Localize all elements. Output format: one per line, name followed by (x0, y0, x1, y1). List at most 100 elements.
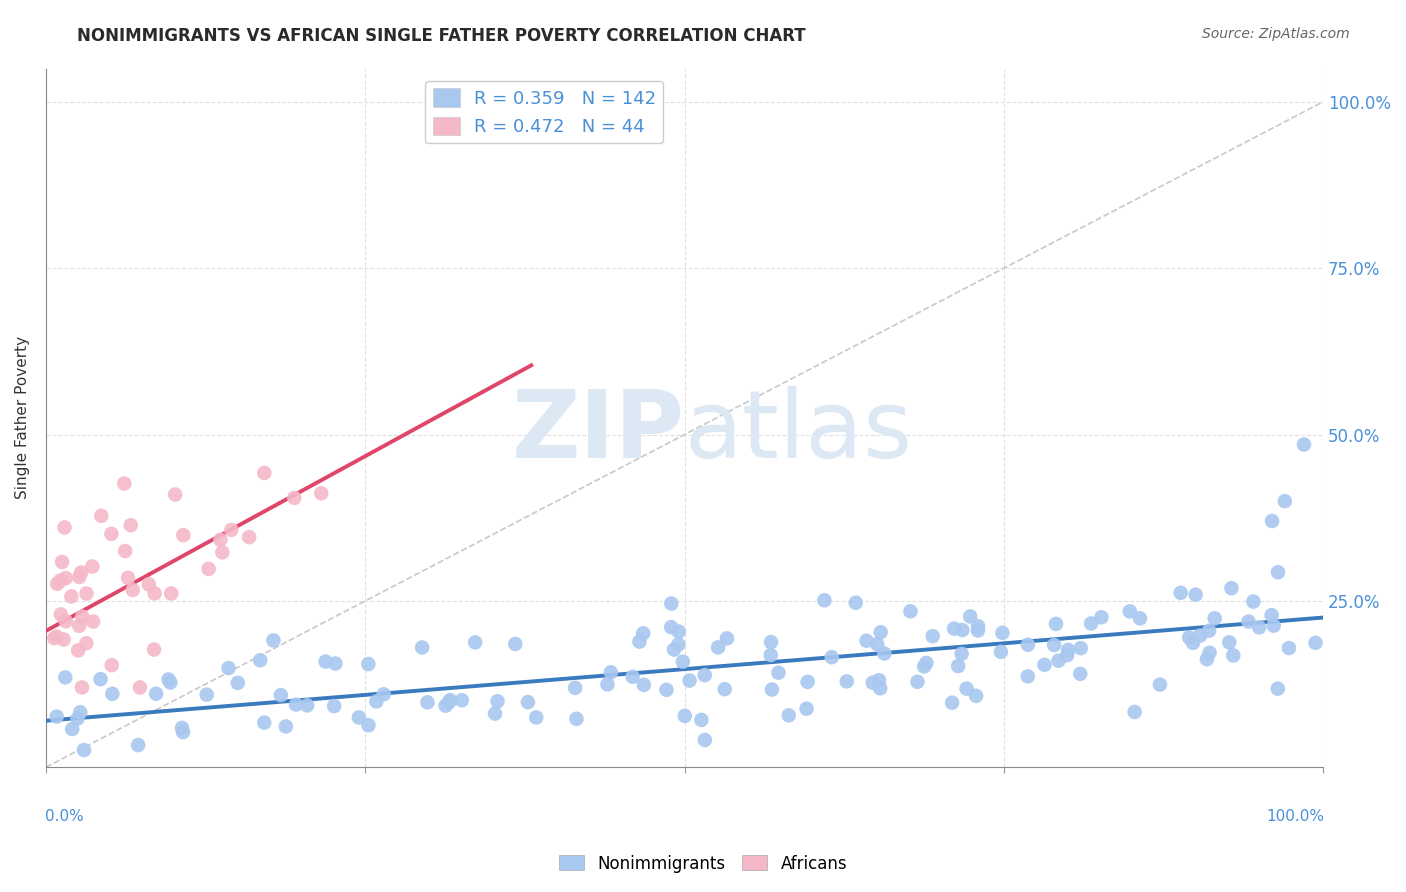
Point (101, 687, 124, 701)
Point (1292, 437, 1315, 451)
Point (1182, 636, 1205, 650)
Point (238, 530, 260, 544)
Point (941, 696, 963, 710)
Point (821, 650, 844, 665)
Point (218, 661, 240, 675)
Point (357, 718, 380, 732)
Point (211, 545, 233, 559)
Point (690, 713, 713, 727)
Point (44, 631, 66, 645)
Point (439, 693, 461, 707)
Point (813, 593, 835, 607)
Point (693, 733, 716, 747)
Point (516, 695, 538, 709)
Point (45, 709, 67, 723)
Point (950, 623, 973, 637)
Point (1047, 654, 1070, 668)
Point (366, 694, 388, 708)
Point (1260, 608, 1282, 623)
Point (1261, 514, 1284, 528)
Point (450, 693, 472, 707)
Point (143, 586, 166, 600)
Point (915, 656, 938, 670)
Point (90, 508, 112, 523)
Point (1043, 638, 1066, 652)
Point (659, 620, 682, 634)
Point (1170, 586, 1192, 600)
Point (912, 659, 935, 673)
Point (1070, 641, 1092, 656)
Point (1267, 681, 1289, 696)
Point (950, 647, 973, 661)
Point (117, 571, 139, 585)
Point (1249, 620, 1271, 634)
Point (121, 582, 143, 597)
Point (678, 673, 700, 688)
Point (873, 647, 896, 661)
Point (1222, 648, 1244, 663)
Point (112, 476, 135, 491)
Point (1305, 636, 1327, 650)
Point (759, 648, 782, 662)
Point (325, 657, 347, 671)
Point (51, 555, 73, 569)
Point (69, 706, 91, 720)
Point (1267, 566, 1289, 580)
Point (778, 708, 800, 723)
Point (1033, 657, 1056, 672)
Point (138, 577, 160, 591)
Point (53, 520, 76, 534)
Point (262, 633, 284, 648)
Point (285, 698, 308, 712)
Point (1080, 616, 1102, 631)
Text: NONIMMIGRANTS VS AFRICAN SINGLE FATHER POVERTY CORRELATION CHART: NONIMMIGRANTS VS AFRICAN SINGLE FATHER P… (77, 27, 806, 45)
Point (621, 670, 644, 684)
Point (1220, 581, 1243, 595)
Y-axis label: Single Father Poverty: Single Father Poverty (15, 336, 30, 500)
Point (921, 629, 943, 643)
Point (145, 687, 167, 701)
Point (524, 710, 547, 724)
Point (82, 559, 104, 574)
Point (253, 715, 276, 730)
Point (49, 574, 72, 588)
Point (868, 673, 890, 688)
Point (1149, 678, 1171, 692)
Point (209, 533, 232, 547)
Point (73, 743, 96, 757)
Text: 0.0%: 0.0% (45, 809, 83, 824)
Legend: Nonimmigrants, Africans: Nonimmigrants, Africans (553, 848, 853, 880)
Point (323, 699, 346, 714)
Point (869, 625, 891, 640)
Point (309, 486, 332, 500)
Point (565, 712, 588, 726)
Text: ZIP: ZIP (512, 386, 685, 478)
Point (1057, 643, 1080, 657)
Point (60, 722, 83, 736)
Point (249, 653, 271, 667)
Point (1274, 494, 1296, 508)
Point (226, 676, 249, 690)
Point (990, 645, 1012, 659)
Point (1204, 611, 1226, 625)
Point (157, 673, 180, 687)
Point (1184, 588, 1206, 602)
Point (464, 635, 486, 649)
Point (297, 698, 319, 713)
Point (315, 655, 337, 669)
Point (946, 659, 969, 673)
Point (967, 619, 990, 633)
Point (900, 604, 922, 618)
Point (1123, 705, 1146, 719)
Point (416, 695, 439, 709)
Point (796, 701, 818, 715)
Point (835, 674, 858, 689)
Point (55, 615, 77, 629)
Point (855, 633, 877, 648)
Point (46, 576, 69, 591)
Point (114, 544, 136, 558)
Point (253, 466, 276, 480)
Point (1069, 666, 1091, 681)
Point (67, 619, 90, 633)
Point (1218, 635, 1240, 649)
